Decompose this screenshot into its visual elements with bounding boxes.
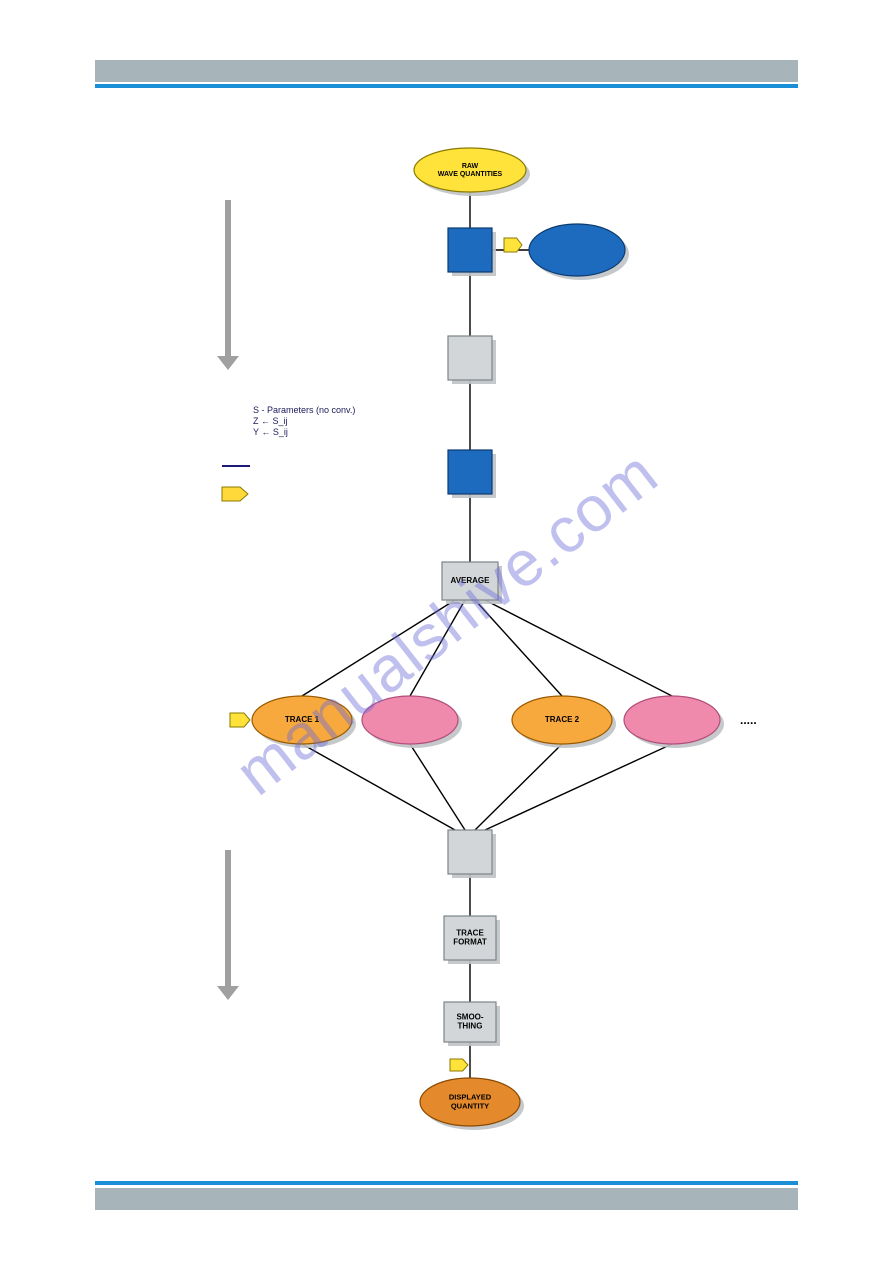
legend-line: S - Parameters (no conv.) — [253, 405, 355, 415]
edge — [410, 744, 465, 830]
legend-line: Z ← S_ij — [253, 416, 288, 426]
tag2 — [450, 1059, 468, 1071]
edge — [485, 744, 672, 830]
svg-text:manualshive.com: manualshive.com — [222, 436, 671, 809]
flowchart-canvas: S - Parameters (no conv.)Z ← S_ijY ← S_i… — [0, 0, 893, 1263]
sq2 — [448, 336, 492, 380]
watermark: manualshive.com — [222, 436, 671, 809]
edge — [475, 744, 562, 830]
ell1 — [529, 224, 625, 276]
legend-line: Y ← S_ij — [253, 427, 288, 437]
sq1 — [448, 228, 492, 272]
smo-label: SMOO-THING — [456, 1013, 483, 1031]
pink2 — [624, 696, 720, 744]
tagT1 — [230, 713, 250, 727]
dots: ..... — [740, 713, 757, 727]
aside-arrow-head — [217, 356, 239, 370]
fmt-label: TRACEFORMAT — [453, 929, 487, 947]
aside-arrow-head — [217, 986, 239, 1000]
trace2-label: TRACE 2 — [545, 715, 580, 724]
sq3 — [448, 450, 492, 494]
sq4 — [448, 830, 492, 874]
disp-label: DISPLAYEDQUANTITY — [449, 1093, 492, 1111]
legend-tag-icon — [222, 487, 248, 501]
